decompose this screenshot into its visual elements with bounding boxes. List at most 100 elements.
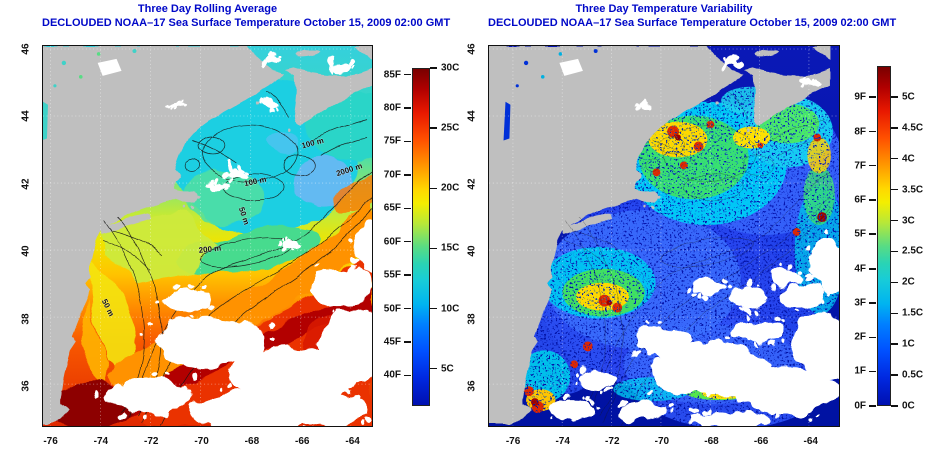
colorbar-label-celsius: 25C (441, 122, 460, 134)
y-tick-label: 36 (466, 380, 478, 392)
colorbar-tick-f (869, 233, 876, 235)
colorbar-label-fahrenheit: 60F (383, 236, 401, 248)
colorbar-label-celsius: 5C (441, 363, 454, 375)
sst-colorbar: 85F 80F 75F 70F 65F 60F 55F 50F 45F 40F 30C 25C 20C 1… (384, 63, 459, 406)
y-tick-label: 38 (466, 312, 478, 325)
y-tick-label: 42 (466, 178, 478, 190)
colorbar-label-fahrenheit: 9F (854, 91, 866, 103)
colorbar-label-celsius: 0C (902, 400, 915, 412)
x-tick-label: -70 (654, 436, 670, 447)
colorbar-tick-c (430, 307, 437, 310)
colorbar-label-celsius: 3.5C (902, 184, 924, 196)
y-tick-label: 44 (466, 110, 478, 122)
colorbar-label-fahrenheit: 50F (383, 303, 401, 315)
colorbar-tick-c (891, 188, 898, 191)
colorbar-label-celsius: 5C (902, 91, 915, 103)
x-tick-label: -64 (803, 436, 818, 447)
colorbar-tick-c (430, 127, 437, 129)
sst-colorbar-gradient (412, 68, 430, 406)
y-tick-label: 38 (20, 312, 32, 325)
x-tick-label: -64 (345, 436, 360, 447)
colorbar-label-celsius: 30C (441, 62, 460, 74)
colorbar-tick-c (891, 343, 898, 345)
colorbar-tick-f (404, 140, 411, 143)
colorbar-tick-f (869, 199, 876, 201)
colorbar-label-fahrenheit: 40F (383, 369, 401, 381)
colorbar-label-celsius: 3C (902, 215, 915, 227)
colorbar-tick-c (430, 67, 437, 69)
colorbar-label-fahrenheit: 3F (854, 297, 866, 309)
colorbar-tick-f (404, 174, 411, 176)
y-tick-label: 46 (20, 43, 32, 55)
y-tick-label: 44 (20, 110, 32, 122)
x-tick-label: -72 (605, 436, 620, 447)
y-tick-label: 36 (20, 380, 32, 392)
colorbar-tick-c (891, 96, 898, 98)
colorbar-label-celsius: 4.5C (902, 122, 924, 134)
colorbar-label-fahrenheit: 65F (383, 202, 401, 214)
colorbar-tick-c (891, 157, 898, 160)
colorbar-label-celsius: 4C (902, 153, 915, 165)
panel-subtitle: DECLOUDED NOAA–17 Sea Surface Temperatur… (488, 17, 897, 29)
colorbar-tick-c (430, 187, 437, 190)
colorbar-tick-f (404, 207, 411, 210)
y-tick-label: 40 (20, 245, 32, 257)
colorbar-label-fahrenheit: 2F (854, 331, 866, 343)
colorbar-tick-f (869, 302, 876, 304)
colorbar-tick-f (404, 341, 411, 343)
colorbar-label-celsius: 1C (902, 338, 915, 350)
colorbar-tick-c (891, 127, 898, 129)
sst-average-map-plot: 100 m 100 m 2000 m 50 m 200 m 50 m -76 -7… (21, 43, 373, 447)
panel-subtitle: DECLOUDED NOAA–17 Sea Surface Temperatur… (42, 17, 451, 29)
colorbar-label-fahrenheit: 1F (854, 365, 866, 377)
colorbar-label-fahrenheit: 55F (383, 269, 401, 281)
y-tick-label: 42 (20, 178, 32, 190)
colorbar-label-celsius: 1.5C (902, 307, 924, 319)
colorbar-label-fahrenheit: 70F (383, 169, 401, 181)
colorbar-tick-f (869, 336, 876, 339)
x-tick-label: -76 (505, 436, 521, 447)
sst-variability-map-plot: -76 -74 -72 -70 -68 -66 -64 36 38 40 42 44 46 (467, 43, 840, 447)
colorbar-tick-f (404, 374, 411, 377)
x-tick-label: -72 (144, 436, 159, 447)
panel-title: Three Day Rolling Average (137, 3, 278, 15)
colorbar-label-celsius: 10C (441, 303, 460, 315)
colorbar-tick-f (404, 274, 411, 276)
x-tick-label: -70 (194, 436, 209, 447)
colorbar-label-fahrenheit: 5F (854, 228, 866, 240)
colorbar-tick-f (869, 130, 876, 133)
colorbar-label-fahrenheit: 0F (854, 400, 866, 412)
colorbar-label-celsius: 0.5C (902, 369, 924, 381)
sst-average-map: 100 m 100 m 2000 m 50 m 200 m 50 m (43, 46, 372, 426)
depth-contour-label: 200 m (198, 244, 221, 255)
x-tick-label: -68 (244, 436, 260, 447)
colorbar-tick-c (891, 250, 898, 253)
colorbar-label-celsius: 15C (441, 242, 460, 254)
variability-colorbar-gradient (877, 66, 891, 406)
x-tick-label: -68 (704, 436, 719, 447)
colorbar-label-fahrenheit: 75F (383, 135, 401, 147)
colorbar-label-fahrenheit: 7F (854, 160, 866, 172)
colorbar-tick-c (891, 281, 898, 284)
colorbar-tick-f (404, 240, 411, 243)
x-tick-label: -66 (753, 436, 769, 447)
colorbar-tick-f (869, 370, 876, 373)
colorbar-tick-c (430, 247, 437, 250)
colorbar-tick-c (891, 312, 898, 315)
x-tick-label: -76 (43, 436, 58, 447)
colorbar-tick-f (869, 164, 876, 167)
x-tick-label: -74 (93, 436, 109, 447)
colorbar-label-celsius: 20C (441, 182, 460, 194)
colorbar-label-celsius: 2.5C (902, 245, 924, 257)
y-tick-label: 40 (466, 245, 478, 257)
colorbar-label-fahrenheit: 45F (383, 336, 401, 348)
colorbar-tick-f (404, 107, 411, 109)
colorbar-tick-f (869, 96, 876, 98)
colorbar-tick-f (869, 405, 876, 407)
y-tick-label: 46 (466, 43, 478, 55)
colorbar-tick-f (404, 307, 411, 310)
colorbar-label-fahrenheit: 6F (854, 194, 866, 206)
x-tick-label: -74 (555, 436, 570, 447)
colorbar-label-fahrenheit: 8F (854, 126, 866, 138)
